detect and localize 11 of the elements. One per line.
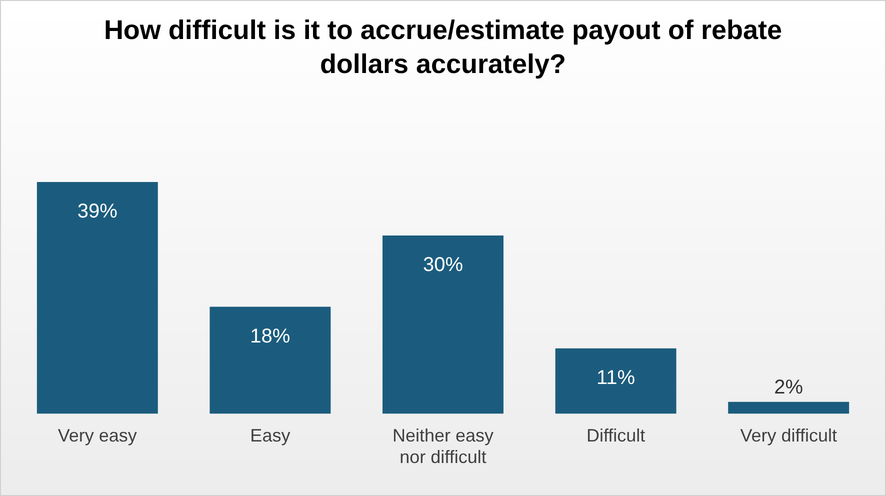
data-label: 39% bbox=[77, 200, 118, 222]
x-tick-label: Neither easy nor difficult bbox=[392, 426, 494, 468]
x-tick-label: Very difficult bbox=[740, 426, 837, 446]
data-label: 30% bbox=[422, 254, 464, 276]
data-label: 18% bbox=[250, 325, 290, 348]
data-label: 2% bbox=[774, 376, 804, 398]
x-tick-label: Difficult bbox=[586, 426, 646, 446]
x-tick-label: Easy bbox=[250, 426, 290, 446]
data-label: 11% bbox=[596, 366, 636, 389]
x-tick-label: Very easy bbox=[58, 426, 137, 446]
chart-title: How difficult is it to accrue/estimate payout of rebate dollars accurately? bbox=[103, 14, 783, 81]
